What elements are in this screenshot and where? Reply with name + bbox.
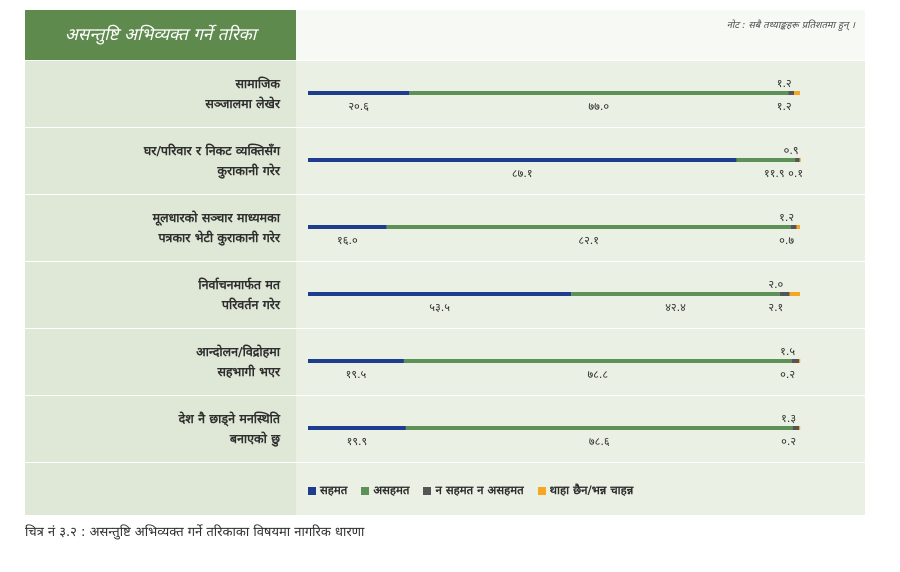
bar-segment-agree (308, 158, 737, 162)
row-separator (25, 127, 865, 128)
bar-segment-disagree (736, 158, 796, 162)
legend-item-neutral: न सहमत न असहमत (423, 483, 524, 498)
bar-segment-dontknow (799, 359, 801, 363)
row-label-line: मूलधारको सञ्चार माध्यमका (152, 210, 280, 225)
bar-segment-neutral (795, 158, 800, 162)
data-label-dontknow: २.१ (768, 301, 783, 314)
row-label-line: परिवर्तन गरेर (221, 297, 280, 312)
bar-segment-dontknow (796, 225, 800, 229)
bar-segment-agree (308, 359, 404, 363)
data-label-agree: १६.० (337, 234, 358, 247)
legend-item-dontknow: थाहा छैन/भन्न चाहन्न (537, 483, 634, 498)
legend-item-disagree: असहमत (361, 483, 409, 498)
legend-swatch-neutral (423, 486, 432, 495)
data-label-neutral: ०.९ (784, 144, 799, 157)
row-label-line: निर्वाचनमार्फत मत (198, 277, 280, 292)
data-label-dontknow: ०.२ (781, 435, 796, 448)
bar-segment-dontknow (794, 91, 800, 95)
data-label-agree: १९.५ (346, 368, 367, 381)
data-label-neutral: १.३ (781, 412, 796, 425)
bar-segment-dontknow (789, 292, 800, 296)
row-separator (25, 462, 865, 463)
data-label-neutral: १.२ (777, 77, 792, 90)
legend-swatch-disagree (361, 486, 370, 495)
data-label-agree: १९.९ (347, 435, 368, 448)
bar-segment-neutral (791, 359, 800, 363)
bar-segment-disagree (571, 292, 780, 296)
row-label-line: सहभागी भएर (217, 364, 280, 379)
legend-swatch-dontknow (537, 486, 546, 495)
data-label-neutral: १.५ (780, 345, 795, 358)
row-label-family-talk: घर/परिवार र निकट व्यक्तिसँग कुराकानी गरे… (30, 141, 280, 181)
row-label-line: सामाजिक (235, 76, 280, 91)
row-label-social-media: सामाजिक सञ्जालमा लेखेर (30, 74, 280, 114)
legend-label: असहमत (373, 483, 410, 497)
bar-segment-disagree (386, 225, 791, 229)
data-label-disagree: ७८.८ (587, 368, 608, 381)
data-label-disagree-dontknow: ११.९ ०.१ (764, 167, 803, 180)
bar-segment-neutral (788, 91, 795, 95)
row-separator (25, 328, 865, 329)
row-label-line: बनाएको छु (229, 431, 280, 446)
data-label-disagree: ७८.६ (589, 435, 610, 448)
row-label-media-journalist: मूलधारको सञ्चार माध्यमका पत्रकार भेटी कु… (30, 208, 280, 248)
category-label-column (25, 10, 296, 515)
bar-segment-disagree (409, 91, 789, 95)
bar-segment-agree (308, 292, 572, 296)
legend-label: न सहमत न असहमत (435, 483, 524, 497)
header-band (25, 10, 296, 60)
data-label-agree: ५३.५ (429, 301, 450, 314)
legend-item-agree: सहमत (308, 483, 347, 498)
data-label-dontknow: १.२ (777, 100, 792, 113)
row-separator (25, 60, 865, 61)
row-label-leave-country: देश नै छाड्ने मनस्थिति बनाएको छु (30, 409, 280, 449)
data-label-dontknow: ०.२ (780, 368, 795, 381)
bar-segment-dontknow (799, 426, 801, 430)
bar-segment-agree (308, 426, 406, 430)
figure-caption: चित्र नं ३.२ : असन्तुष्टि अभिव्यक्त गर्न… (25, 525, 365, 540)
bar-segment-agree (308, 91, 410, 95)
row-separator (25, 395, 865, 396)
data-label-agree: २०.६ (348, 100, 369, 113)
data-label-neutral: १.२ (779, 211, 794, 224)
legend-swatch-agree (308, 486, 316, 495)
row-label-line: पत्रकार भेटी कुराकानी गरेर (158, 230, 280, 245)
bar-segment-neutral (779, 292, 790, 296)
chart-legend: सहमत असहमत न सहमत न असहमत थाहा छैन/भन्न … (308, 483, 643, 498)
data-label-disagree: ७७.० (588, 100, 609, 113)
bar-segment-agree (308, 225, 387, 229)
legend-label: सहमत (320, 483, 348, 497)
row-label-line: आन्दोलन/विद्रोहमा (196, 344, 280, 359)
note-strip (296, 10, 865, 60)
bar-segment-disagree (405, 426, 793, 430)
chart-note: नोट : सबै तथ्याङ्कहरू प्रतिशतमा हुन् । (726, 20, 855, 31)
chart-header-title: असन्तुष्टि अभिव्यक्त गर्ने तरिका (64, 25, 257, 45)
bar-segment-neutral (792, 426, 800, 430)
data-label-dontknow: ०.७ (779, 234, 794, 247)
row-label-protest: आन्दोलन/विद्रोहमा सहभागी भएर (30, 342, 280, 382)
row-label-line: घर/परिवार र निकट व्यक्तिसँग (143, 143, 280, 158)
row-label-line: सञ्जालमा लेखेर (205, 96, 280, 111)
data-label-disagree: ८२.१ (578, 234, 599, 247)
row-label-line: देश नै छाड्ने मनस्थिति (178, 411, 280, 426)
row-label-line: कुराकानी गरेर (217, 163, 280, 178)
data-label-disagree: ४२.४ (665, 301, 686, 314)
legend-label: थाहा छैन/भन्न चाहन्न (549, 483, 634, 497)
bar-segment-dontknow (799, 158, 801, 162)
bar-segment-disagree (403, 359, 792, 363)
data-label-neutral: २.० (768, 278, 783, 291)
bar-segment-neutral (790, 225, 797, 229)
row-label-election-vote: निर्वाचनमार्फत मत परिवर्तन गरेर (30, 275, 280, 315)
row-separator (25, 194, 865, 195)
data-label-agree: ८७.१ (512, 167, 533, 180)
row-separator (25, 261, 865, 262)
